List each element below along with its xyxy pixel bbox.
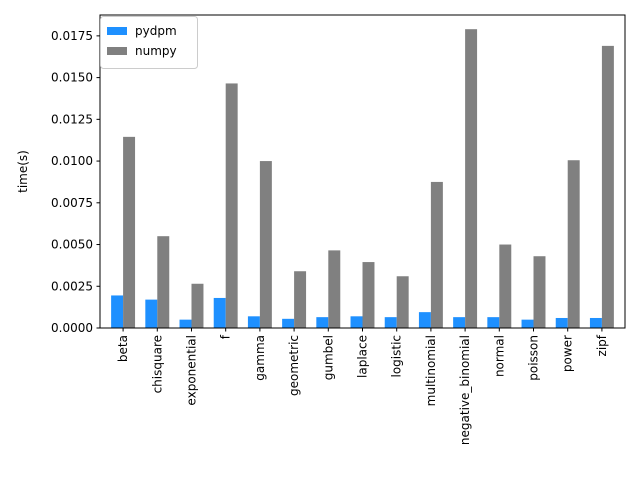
bar-numpy-logistic [396, 276, 409, 328]
bar-pydpm-poisson [521, 319, 534, 328]
bar-pydpm-zipf [589, 317, 602, 328]
y-tick-label: 0.0050 [51, 238, 93, 252]
x-tick-label: f [219, 334, 233, 339]
legend-label-pydpm: pydpm [135, 24, 177, 38]
bar-numpy-exponential [191, 283, 204, 328]
x-tick-label: geometric [287, 335, 301, 396]
x-tick-label: zipf [595, 334, 609, 356]
bar-pydpm-f [213, 297, 226, 328]
x-tick-label: multinomial [424, 335, 438, 406]
bar-pydpm-geometric [282, 318, 295, 328]
x-tick-label: laplace [356, 335, 370, 378]
y-tick-label: 0.0000 [51, 321, 93, 335]
bar-pydpm-beta [111, 295, 124, 328]
x-tick-label: power [561, 335, 575, 372]
y-tick-label: 0.0175 [51, 29, 93, 43]
bar-numpy-laplace [362, 262, 375, 328]
bar-numpy-geometric [294, 271, 307, 328]
y-axis-label: time(s) [16, 150, 30, 193]
bars-group [111, 29, 614, 328]
legend-label-numpy: numpy [135, 44, 177, 58]
bar-numpy-multinomial [430, 181, 443, 328]
y-axis: 0.0000 0.0025 0.0050 0.0075 0.0100 0.0125 0.01… [51, 29, 100, 335]
bar-numpy-gumbel [328, 250, 341, 328]
bar-numpy-negative_binomial [465, 29, 478, 328]
bar-pydpm-normal [487, 317, 500, 328]
bar-numpy-beta [123, 136, 136, 328]
x-tick-label: negative_binomial [458, 335, 472, 445]
bar-pydpm-exponential [179, 319, 192, 328]
x-tick-label: exponential [184, 335, 198, 406]
bar-pydpm-logistic [384, 317, 397, 328]
legend-swatch-pydpm [107, 27, 127, 35]
x-tick-label: poisson [527, 335, 541, 381]
x-tick-label: beta [116, 335, 130, 362]
bar-numpy-zipf [601, 45, 614, 328]
x-tick-label: gamma [253, 335, 267, 381]
bar-numpy-chisquare [157, 236, 170, 328]
x-tick-label: gumbel [321, 335, 335, 380]
bar-pydpm-laplace [350, 316, 363, 328]
x-tick-label: logistic [390, 335, 404, 378]
legend: pydpm numpy [100, 16, 198, 69]
y-tick-label: 0.0125 [51, 112, 93, 126]
bar-pydpm-gumbel [316, 317, 329, 328]
bar-pydpm-negative_binomial [453, 317, 466, 328]
legend-swatch-numpy [107, 47, 127, 55]
bar-pydpm-power [555, 317, 568, 328]
y-tick-label: 0.0075 [51, 196, 93, 210]
x-axis: beta chisquare exponential f gamma geometric g… [116, 328, 609, 445]
x-tick-label: normal [492, 335, 506, 377]
bar-numpy-normal [499, 244, 512, 328]
bar-numpy-gamma [259, 161, 272, 328]
x-tick-label: chisquare [150, 335, 164, 393]
y-tick-label: 0.0100 [51, 154, 93, 168]
bar-numpy-power [567, 160, 580, 328]
y-tick-label: 0.0025 [51, 279, 93, 293]
bar-numpy-f [225, 83, 238, 328]
bar-numpy-poisson [533, 256, 546, 328]
bar-pydpm-chisquare [145, 299, 158, 328]
bar-pydpm-gamma [247, 316, 260, 328]
y-tick-label: 0.0150 [51, 71, 93, 85]
bar-pydpm-multinomial [418, 312, 431, 328]
